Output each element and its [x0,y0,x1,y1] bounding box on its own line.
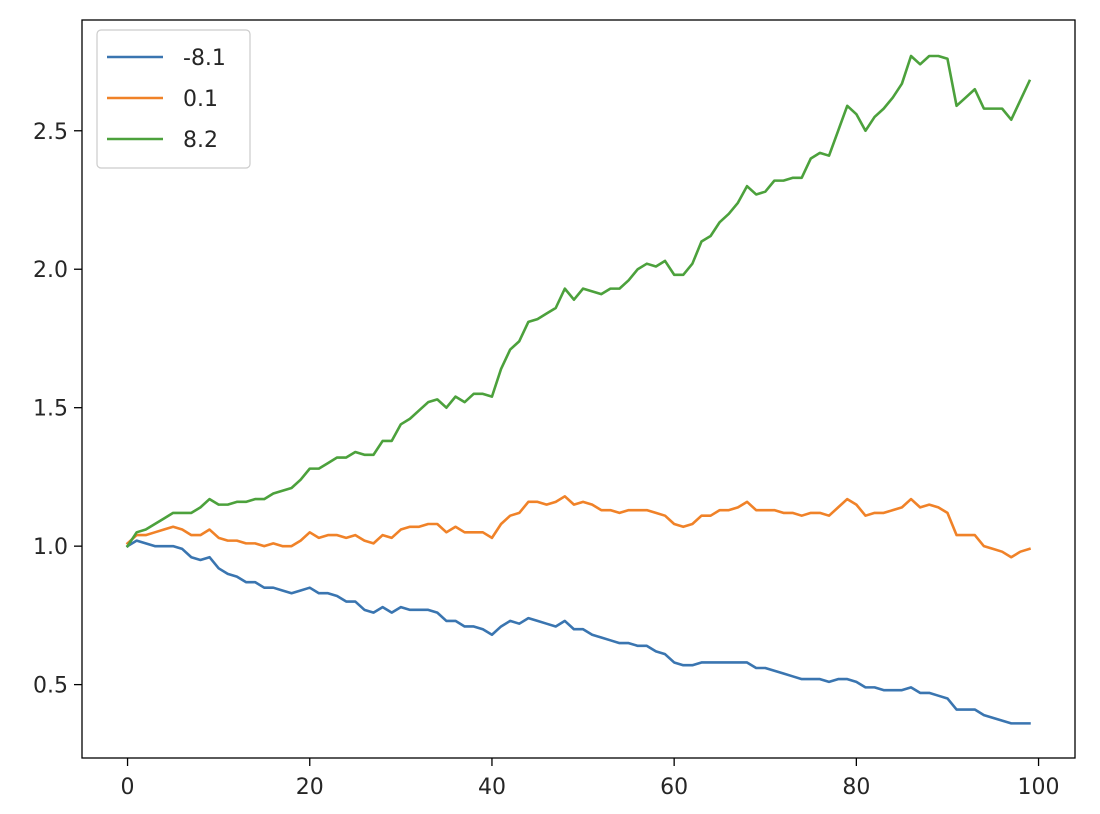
y-tick-label: 2.5 [33,120,68,145]
plot-frame [81,19,1076,759]
y-tick-label: 1.5 [33,397,68,422]
x-tick-label: 80 [842,775,870,800]
legend-label-0: -8.1 [183,46,226,71]
legend-box [96,29,251,169]
x-tick-label: 20 [296,775,324,800]
axes-layer: 0 20 40 60 80 100 0.5 1.0 1.5 2.0 2.5 [33,120,1060,800]
series-layer [125,54,1032,725]
series-line-0 [125,539,1031,725]
x-tick-label: 60 [660,775,688,800]
series-line-2 [125,54,1032,548]
legend-label-2: 8.2 [183,128,218,153]
y-tick-label: 2.0 [33,258,68,283]
y-tick-label: 1.0 [33,535,68,560]
series-line-1 [125,495,1032,559]
y-tick-label: 0.5 [33,674,68,699]
legend-label-1: 0.1 [183,87,218,112]
legend: -8.1 0.1 8.2 [96,29,251,169]
x-tick-label: 40 [478,775,506,800]
x-tick-label: 100 [1018,775,1060,800]
x-tick-label: 0 [121,775,135,800]
